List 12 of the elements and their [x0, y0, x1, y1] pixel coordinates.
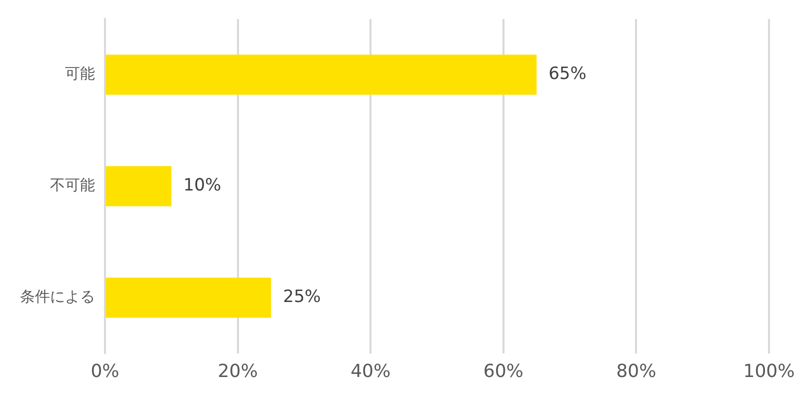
- y-tick-label: 不可能: [50, 176, 95, 194]
- y-tick-label: 可能: [65, 64, 95, 83]
- data-label: 10%: [183, 176, 222, 196]
- x-tick-label: 80%: [616, 360, 656, 382]
- x-tick-label: 20%: [218, 360, 258, 382]
- x-tick-label: 0%: [90, 360, 120, 382]
- y-tick-label: 条件による: [20, 288, 95, 306]
- data-label: 65%: [548, 64, 586, 84]
- x-tick-label: 100%: [743, 360, 795, 382]
- x-tick-label: 40%: [350, 360, 391, 382]
- x-tick-label: 60%: [483, 360, 524, 382]
- data-label: 25%: [283, 287, 321, 308]
